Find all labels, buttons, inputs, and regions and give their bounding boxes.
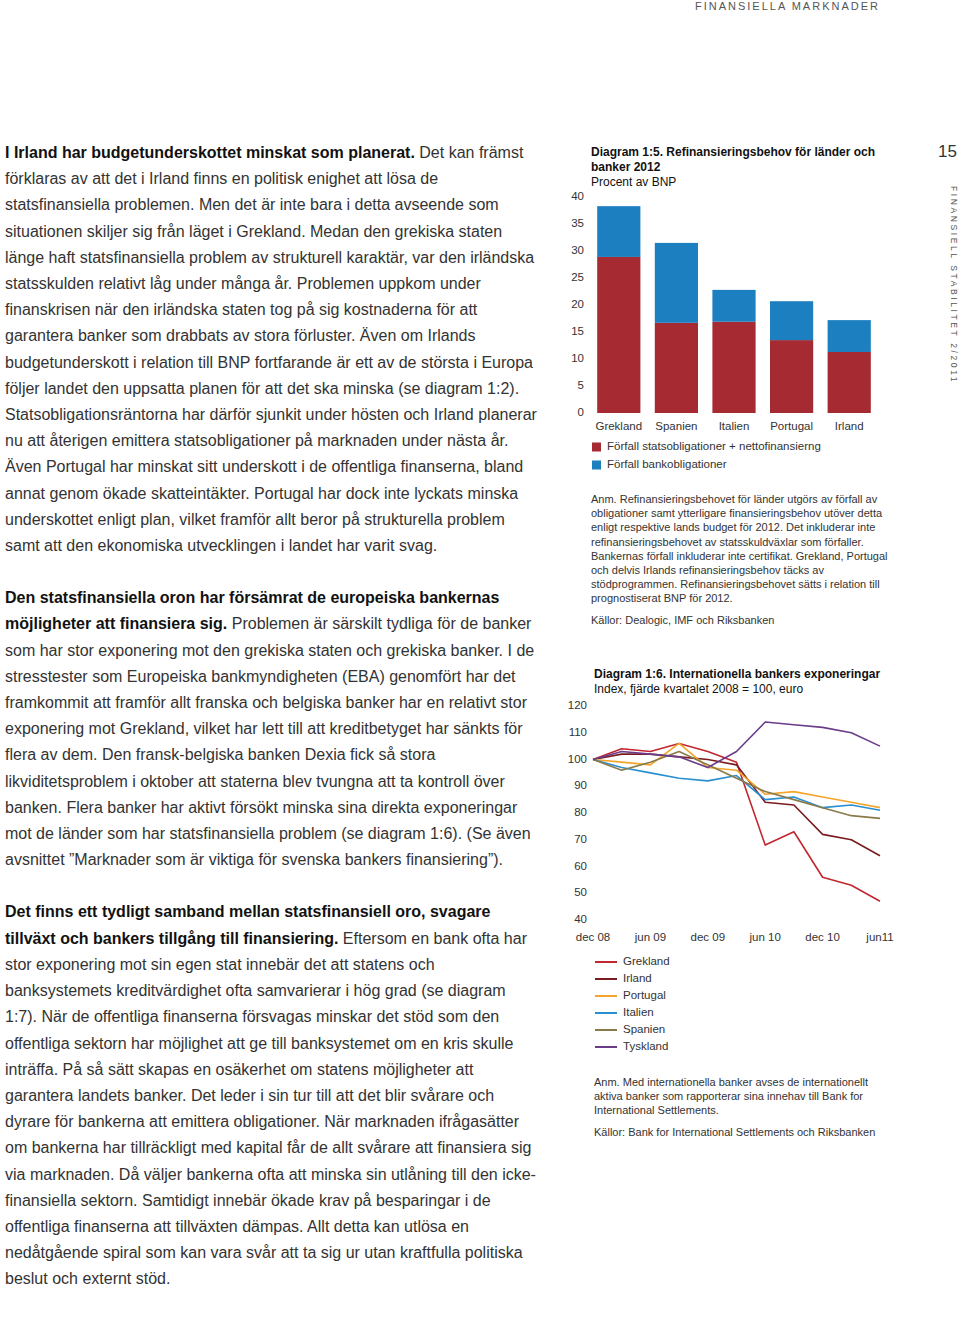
legend-label: Italien — [623, 1006, 654, 1018]
chart-title-block: Diagram 1:5. Refinansieringsbehov för lä… — [591, 145, 911, 190]
legend-swatch — [592, 443, 601, 452]
bar-segment — [828, 352, 871, 413]
x-tick-label: jun11 — [865, 931, 893, 943]
page-number: 15 — [938, 142, 957, 162]
paragraph-text: Eftersom en bank ofta har stor exponerin… — [5, 930, 536, 1288]
y-tick-label: 110 — [569, 726, 587, 738]
chart-source: Källor: Bank for International Settlemen… — [594, 1125, 894, 1139]
y-tick-label: 40 — [571, 190, 584, 202]
y-tick-label: 100 — [568, 753, 587, 765]
legend-label: Portugal — [623, 989, 666, 1001]
bar-segment — [712, 290, 755, 322]
paragraph: Den statsfinansiella oron har försämrat … — [5, 585, 538, 873]
x-tick-label: Irland — [835, 420, 864, 432]
paragraph-text: Problemen är särskilt tydliga för de ban… — [5, 615, 534, 868]
series-line — [593, 722, 880, 767]
y-tick-label: 10 — [571, 352, 584, 364]
legend-label: Spanien — [623, 1023, 665, 1035]
legend-swatch — [595, 1046, 617, 1048]
bar-segment — [597, 257, 640, 413]
x-tick-label: jun 09 — [634, 931, 666, 943]
y-tick-label: 50 — [574, 886, 587, 898]
x-tick-label: dec 08 — [576, 931, 611, 943]
y-tick-label: 80 — [574, 806, 587, 818]
y-tick-label: 20 — [571, 298, 584, 310]
y-tick-label: 120 — [568, 699, 587, 711]
x-tick-label: jun 10 — [749, 931, 781, 943]
chart-note: Anm. Med internationella banker avses de… — [594, 1075, 894, 1118]
plot-area — [597, 206, 871, 413]
series-line — [593, 751, 880, 818]
x-tick-label: Grekland — [595, 420, 642, 432]
legend: Grekland Irland Portugal Italien Spanien Tysk… — [595, 955, 670, 1052]
legend-swatch — [595, 995, 617, 997]
legend-label: Grekland — [623, 955, 670, 967]
x-tick-label: Italien — [719, 420, 750, 432]
bar-segment — [655, 323, 698, 413]
bar-segment — [597, 206, 640, 257]
legend-swatch — [595, 1012, 617, 1014]
paragraph-lead: I Irland har budgetunderskottet minskat … — [5, 144, 415, 161]
chart-note-block: Anm. Med internationella banker avses de… — [594, 1075, 894, 1139]
bar-segment — [712, 322, 755, 413]
y-tick-label: 15 — [571, 325, 584, 337]
legend-label: Irland — [623, 972, 652, 984]
y-tick-label: 90 — [574, 779, 587, 791]
y-tick-label: 25 — [571, 271, 584, 283]
side-text: FINANSIELL STABILITET 2/2011 — [949, 186, 959, 384]
page: FINANSIELLA MARKNADER 15 FINANSIELL STABIL… — [0, 0, 960, 1344]
legend-swatch — [595, 978, 617, 980]
paragraph: I Irland har budgetunderskottet minskat … — [5, 140, 538, 559]
series-line — [593, 743, 880, 901]
chart: 40 50 60 70 80 90 100 110 120 dec 08 jun 09 dec 09 j… — [568, 699, 894, 1052]
series-line — [593, 760, 880, 811]
chart-title: Diagram 1:5. Refinansieringsbehov för lä… — [591, 145, 911, 175]
chart-note-block: Anm. Refinansieringsbehovet för länder u… — [591, 492, 891, 627]
chart-subtitle: Index, fjärde kvartalet 2008 = 100, euro — [594, 682, 914, 697]
x-tick-label: dec 10 — [805, 931, 840, 943]
legend: Förfall statsobligationer + nettofinansi… — [592, 440, 821, 470]
chart: 0 5 10 15 20 25 30 35 40 Grekland Spanien Italien Po… — [571, 190, 871, 470]
legend-swatch — [595, 1029, 617, 1031]
chart-title: Diagram 1:6. Internationella bankers exp… — [594, 667, 914, 682]
bar-segment — [770, 301, 813, 340]
y-tick-label: 30 — [571, 244, 584, 256]
x-tick-label: dec 09 — [691, 931, 726, 943]
chart-subtitle: Procent av BNP — [591, 175, 911, 190]
y-tick-label: 35 — [571, 217, 584, 229]
legend-label: Förfall bankobligationer — [607, 458, 727, 470]
y-tick-label: 40 — [574, 913, 587, 925]
paragraph-text: Det kan främst förklaras av att det i Ir… — [5, 144, 537, 554]
x-tick-label: Portugal — [770, 420, 813, 432]
y-tick-label: 60 — [574, 860, 587, 872]
legend-label: Förfall statsobligationer + nettofinansi… — [607, 440, 821, 452]
legend-label: Tyskland — [623, 1040, 668, 1052]
bar-segment — [655, 243, 698, 323]
paragraph: Det finns ett tydligt samband mellan sta… — [5, 899, 538, 1292]
x-tick-label: Spanien — [655, 420, 697, 432]
legend-swatch — [595, 961, 617, 963]
y-tick-label: 5 — [578, 379, 584, 391]
chart-source: Källor: Dealogic, IMF och Riksbanken — [591, 613, 891, 627]
bar-segment — [770, 340, 813, 413]
plot-area — [593, 722, 880, 901]
running-header: FINANSIELLA MARKNADER — [695, 0, 880, 12]
body-column: I Irland har budgetunderskottet minskat … — [5, 140, 538, 1319]
y-tick-label: 0 — [578, 406, 584, 418]
chart-note: Anm. Refinansieringsbehovet för länder u… — [591, 492, 891, 606]
y-tick-label: 70 — [574, 833, 587, 845]
bar-segment — [828, 320, 871, 352]
legend-swatch — [592, 461, 601, 470]
chart-title-block: Diagram 1:6. Internationella bankers exp… — [594, 667, 914, 697]
